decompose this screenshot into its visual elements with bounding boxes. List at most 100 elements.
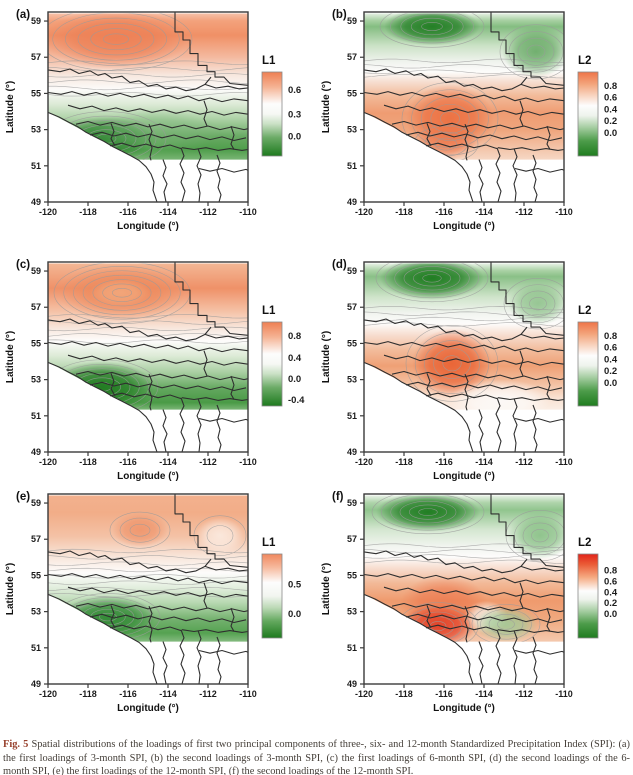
x-axis-title: Longitude (°) (117, 703, 179, 714)
x-tick-label: -120 (39, 207, 57, 217)
colorbar-title: L1 (262, 537, 276, 549)
colorbar-tick-label: 0.2 (604, 366, 617, 377)
colorbar-title: L2 (578, 55, 591, 67)
panel-label-e: (e) (16, 491, 30, 503)
colorbar-tick-label: 0.8 (604, 81, 617, 92)
plot-frame (47, 11, 249, 203)
basin-boundaries (48, 12, 248, 202)
colorbar-tick-label: 0.4 (288, 353, 302, 364)
colorbar (261, 321, 283, 407)
y-axis-title: Latitude (°) (5, 331, 16, 383)
colorbar-tick-label: 0.0 (288, 131, 301, 142)
x-tick-label: -118 (395, 457, 413, 467)
y-tick-label: 49 (31, 679, 41, 689)
x-tick-label: -120 (39, 689, 57, 699)
y-tick-label: 55 (31, 88, 41, 98)
y-tick-label: 57 (347, 534, 357, 544)
colorbar-tick-label: 0.3 (288, 110, 301, 121)
y-tick-label: 49 (347, 679, 357, 689)
basin-boundaries (364, 12, 564, 202)
y-axis-title: Latitude (°) (321, 563, 332, 615)
y-axis-title: Latitude (°) (321, 331, 332, 383)
x-tick-label: -118 (79, 207, 97, 217)
x-tick-label: -110 (555, 207, 573, 217)
basin-boundaries (364, 494, 564, 684)
map-d: -120 -118 -116 -114 -112 -110 Longitude (°) 49 5… (321, 259, 618, 482)
y-tick-label: 53 (31, 125, 41, 135)
y-tick-label: 51 (31, 411, 41, 421)
plot-frame (363, 11, 565, 203)
x-tick-label: -116 (435, 689, 453, 699)
panel-label-b: (b) (332, 9, 347, 21)
colorbar-tick-label: -0.4 (288, 395, 305, 406)
plot-frame (363, 493, 565, 685)
colorbar-tick-label: 0.8 (604, 331, 617, 342)
x-axis-title: Longitude (°) (117, 221, 179, 232)
x-tick-label: -120 (355, 457, 373, 467)
x-tick-label: -120 (39, 457, 57, 467)
y-tick-label: 53 (31, 607, 41, 617)
panel-label-f: (f) (332, 491, 344, 503)
colorbar-tick-label: 0.2 (604, 598, 617, 609)
y-tick-label: 55 (31, 570, 41, 580)
y-tick-label: 49 (31, 197, 41, 207)
colorbar (577, 71, 599, 157)
y-tick-label: 55 (31, 338, 41, 348)
map-e: -120 -118 -116 -114 -112 -110 Longitude (°) 49 5… (5, 491, 302, 714)
x-axis-title: Longitude (°) (117, 471, 179, 482)
plot-frame (47, 493, 249, 685)
panel-label-d: (d) (332, 259, 347, 271)
y-tick-label: 57 (31, 52, 41, 62)
panel-b: -120 -118 -116 -114 -112 -110 Longitude (°) 49 5… (316, 0, 632, 246)
x-tick-label: -114 (159, 689, 177, 699)
y-tick-label: 53 (347, 607, 357, 617)
x-tick-label: -116 (119, 689, 137, 699)
x-tick-label: -112 (515, 457, 533, 467)
x-axis-title: Longitude (°) (433, 471, 495, 482)
x-tick-label: -114 (475, 457, 493, 467)
figure-caption: Fig. 5 Spatial distributions of the load… (3, 738, 630, 775)
x-tick-label: -118 (79, 457, 97, 467)
x-tick-label: -112 (515, 689, 533, 699)
x-tick-label: -112 (199, 457, 217, 467)
x-tick-label: -116 (119, 457, 137, 467)
x-tick-label: -118 (395, 689, 413, 699)
colorbar-tick-label: 0.8 (288, 331, 301, 342)
x-tick-label: -120 (355, 689, 373, 699)
y-tick-label: 57 (31, 534, 41, 544)
panel-label-c: (c) (16, 259, 30, 271)
colorbar (261, 71, 283, 157)
colorbar-title: L2 (578, 305, 591, 317)
y-tick-label: 59 (31, 16, 41, 26)
x-tick-label: -112 (515, 207, 533, 217)
y-axis-title: Latitude (°) (5, 81, 16, 133)
colorbar-tick-label: 0.8 (604, 565, 617, 576)
basin-boundaries (364, 262, 564, 452)
y-tick-label: 51 (31, 643, 41, 653)
x-axis-title: Longitude (°) (433, 703, 495, 714)
y-tick-label: 53 (347, 375, 357, 385)
x-tick-label: -120 (355, 207, 373, 217)
contour-field (364, 495, 564, 642)
x-tick-label: -114 (159, 207, 177, 217)
x-tick-label: -114 (475, 689, 493, 699)
panel-label-a: (a) (16, 9, 30, 21)
x-tick-label: -112 (199, 207, 217, 217)
colorbar-tick-label: 0.0 (604, 128, 617, 139)
x-tick-label: -110 (239, 689, 257, 699)
x-tick-label: -116 (435, 457, 453, 467)
map-f: -120 -118 -116 -114 -112 -110 Longitude (°) 49 5… (321, 491, 618, 714)
x-axis-title: Longitude (°) (433, 221, 495, 232)
y-tick-label: 57 (347, 302, 357, 312)
y-tick-label: 59 (347, 16, 357, 26)
colorbar-tick-label: 0.0 (604, 378, 617, 389)
x-tick-label: -112 (199, 689, 217, 699)
y-tick-label: 49 (31, 447, 41, 457)
colorbar-title: L2 (578, 537, 591, 549)
map-b: -120 -118 -116 -114 -112 -110 Longitude (°) 49 5… (321, 9, 618, 232)
y-tick-label: 59 (347, 266, 357, 276)
colorbar-tick-label: 0.6 (604, 576, 617, 587)
colorbar-tick-label: 0.2 (604, 116, 617, 127)
y-axis-title: Latitude (°) (5, 563, 16, 615)
